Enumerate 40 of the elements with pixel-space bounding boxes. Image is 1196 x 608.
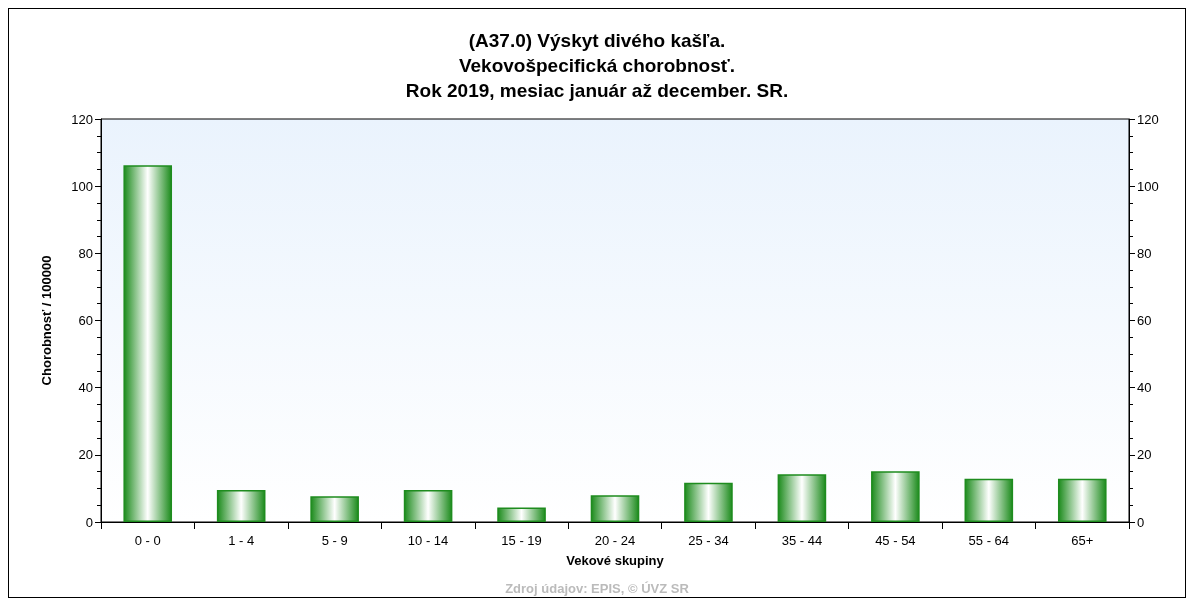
x-tick-label: 1 - 4 [228, 533, 255, 548]
bar [964, 478, 1014, 522]
x-axis-title: Vekové skupiny [566, 553, 665, 568]
y-tick-label: 20 [78, 447, 93, 463]
y-tick-label: 120 [71, 111, 93, 127]
y2-tick-label: 20 [1137, 447, 1152, 463]
x-tick-label: 0 - 0 [134, 533, 161, 548]
text: Zdroj údajov: EPIS, © ÚVZ SR [505, 581, 690, 596]
bar [777, 474, 827, 522]
y2-tick-label: 40 [1137, 380, 1152, 396]
y2-tick-label: 80 [1137, 245, 1152, 261]
bar [403, 490, 453, 522]
bar [310, 496, 359, 522]
y2-tick-label: 100 [1137, 178, 1159, 194]
bar [1057, 478, 1107, 522]
x-tick-label: 5 - 9 [321, 533, 348, 548]
y2-tick-label: 120 [1137, 111, 1159, 127]
y-tick-label: 100 [71, 178, 93, 194]
x-tick-label: 20 - 24 [594, 533, 636, 548]
y-tick-label: 60 [78, 313, 93, 328]
bar [216, 490, 266, 522]
x-tick-label: 55 - 64 [968, 533, 1010, 548]
x-tick-label: 35 - 44 [781, 533, 823, 548]
x-tick-label: 25 - 34 [688, 533, 729, 548]
x-tick-label: 45 - 54 [875, 533, 916, 548]
chart-title: (A37.0) Výskyt divého kašľa. Vekovošpecifická chorobnosť. Rok 2019, mesiac január až december. SR. [405, 30, 789, 101]
bar [123, 165, 173, 522]
y-axis-title: Chorobnosť / 100000 [39, 255, 54, 386]
bar [590, 495, 640, 522]
y2-tick-label: 0 [1137, 514, 1145, 530]
y-tick-label: 40 [78, 380, 93, 396]
bar [684, 482, 733, 522]
x-tick-label: 15 - 19 [501, 533, 542, 548]
y-tick-label: 80 [78, 245, 93, 261]
bar [497, 507, 546, 522]
x-tick-label: 10 - 14 [407, 533, 449, 548]
bar [871, 471, 920, 522]
y-tick-label: 0 [85, 514, 93, 530]
y2-tick-label: 60 [1137, 313, 1152, 328]
x-tick-label: 65+ [1071, 533, 1094, 548]
